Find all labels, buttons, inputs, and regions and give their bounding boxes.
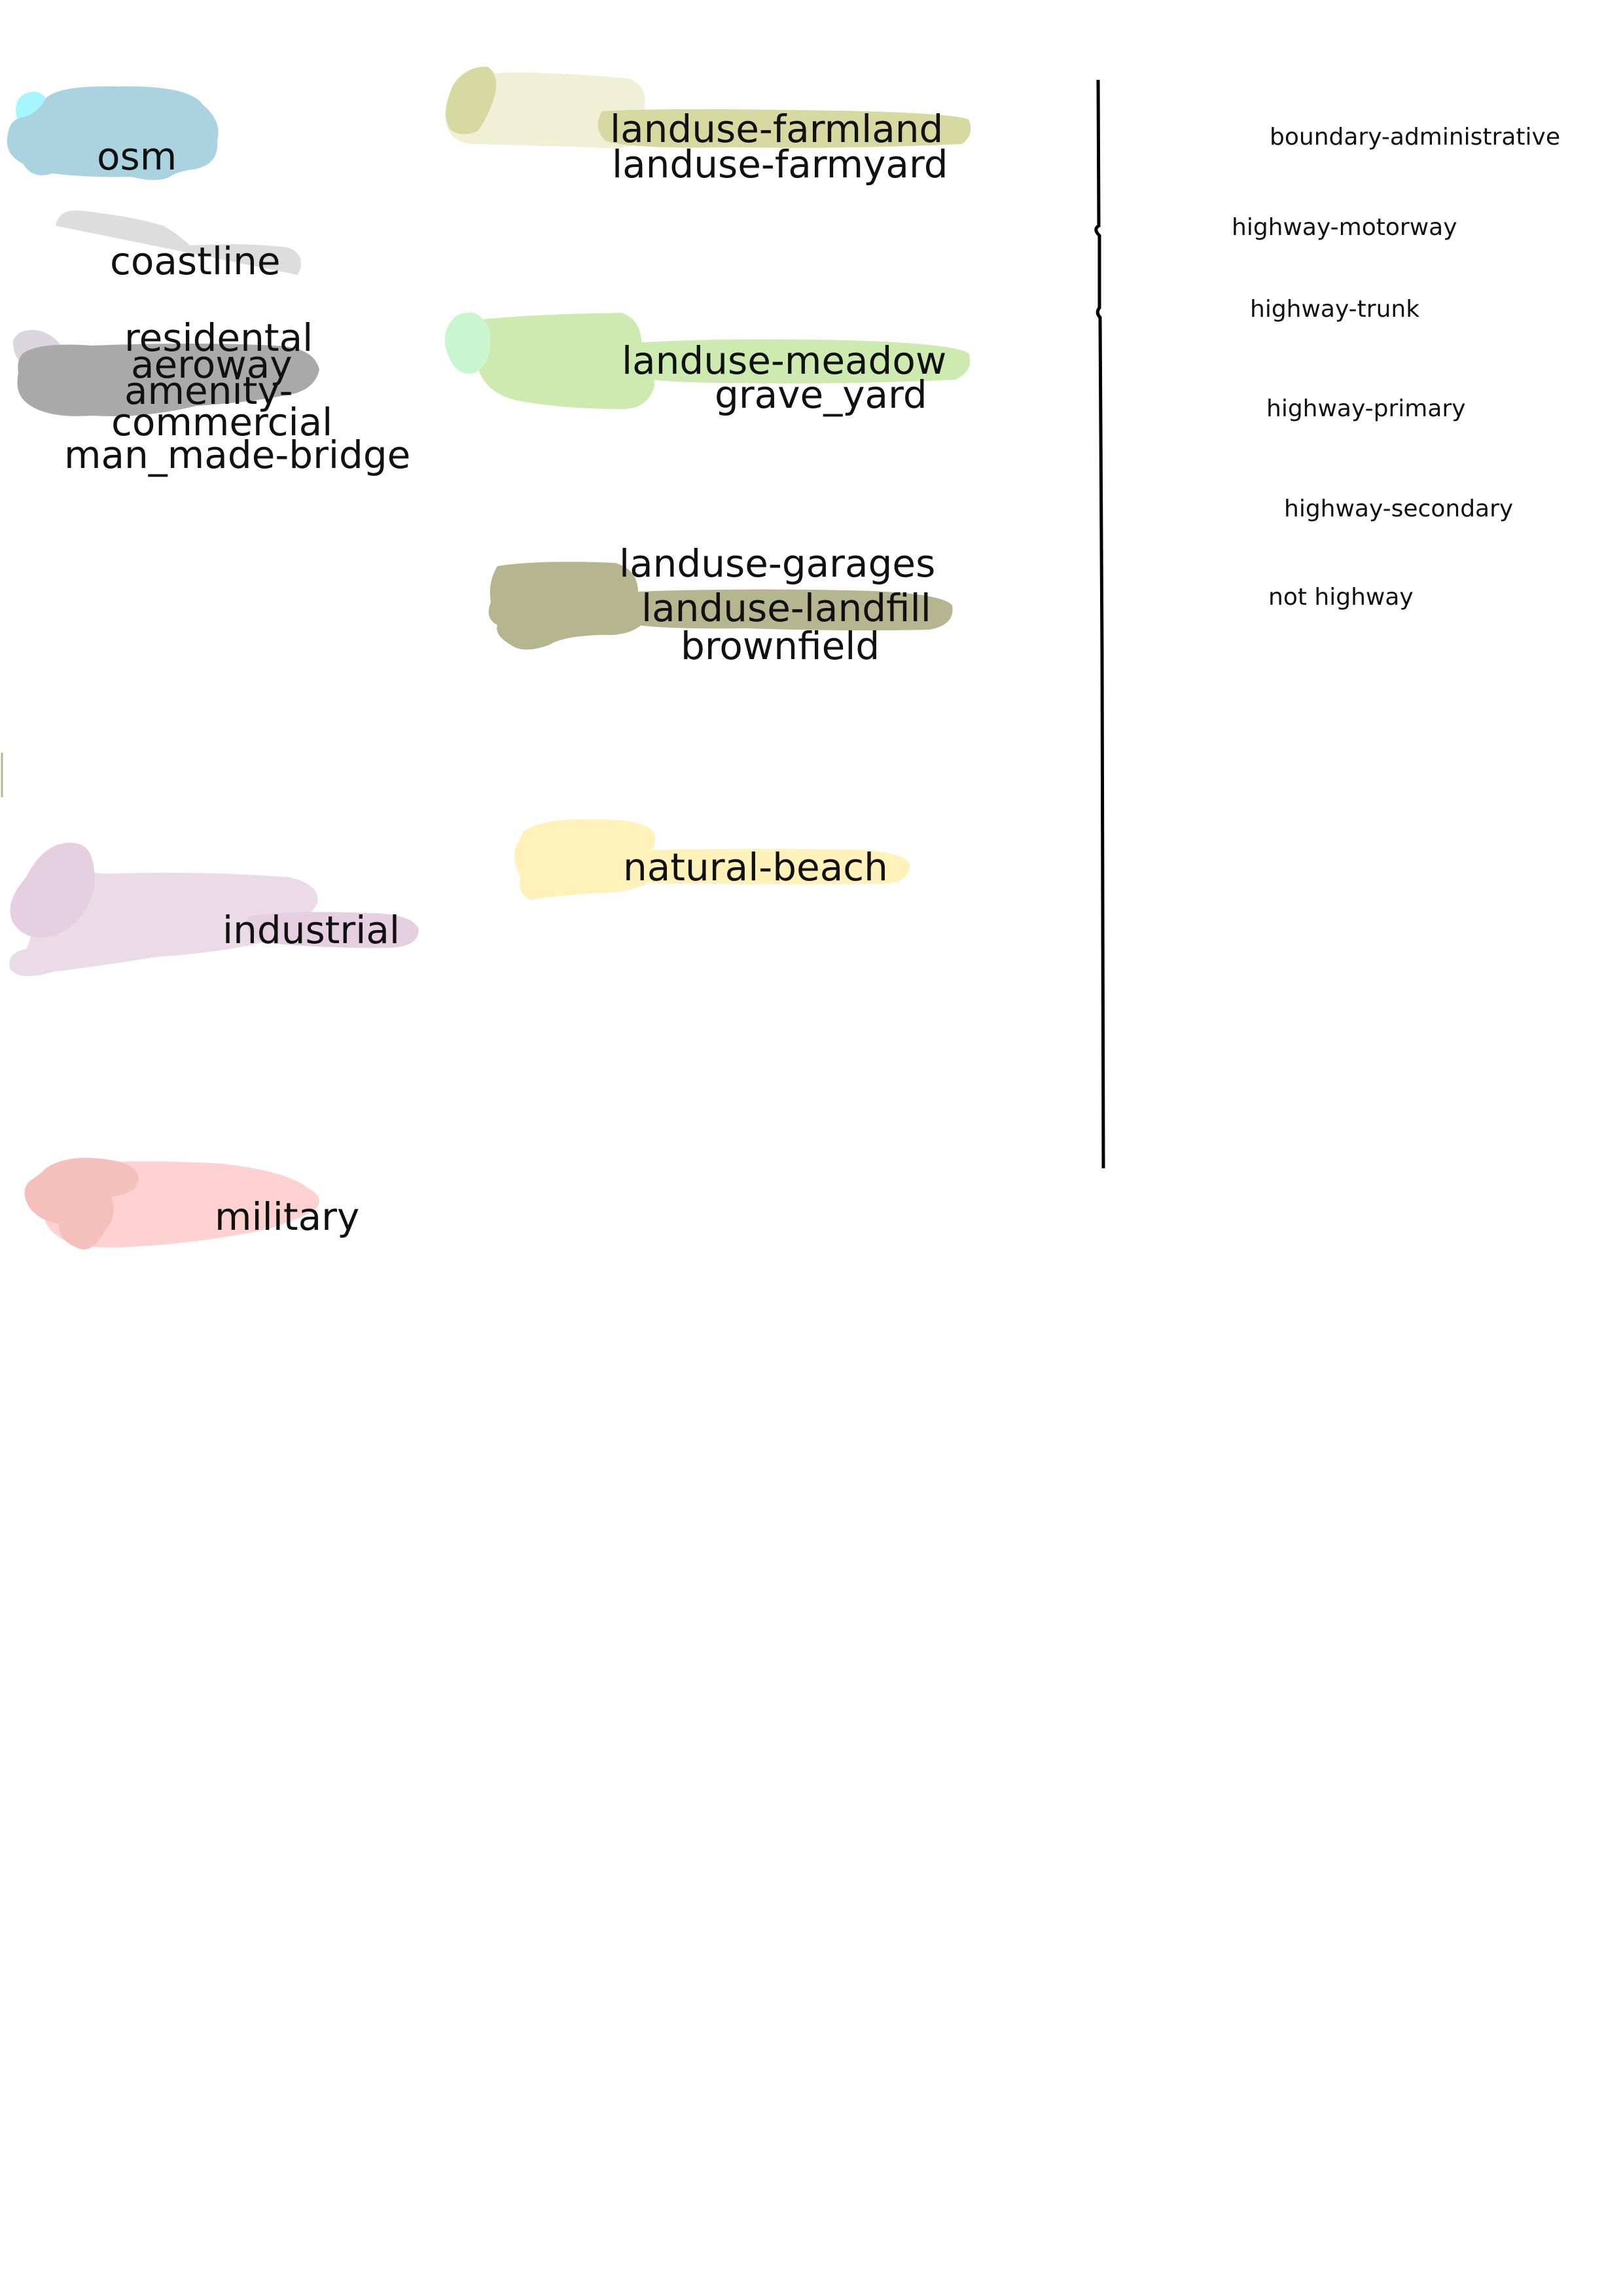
label-highway-primary: highway-primary [1266,395,1466,422]
label-landuse-farmyard: landuse-farmyard [612,142,948,187]
military-swatch [24,1158,319,1250]
label-man-made-bridge: man_made-bridge [64,433,411,477]
meadow-main-blob [471,313,654,409]
label-aeroway: aeroway [131,342,293,387]
meadow-accent-blob [444,312,491,374]
label-landuse-farmland: landuse-farmland [610,107,944,151]
farmland-swatch [445,66,971,149]
label-landuse-garages: landuse-garages [619,541,936,586]
label-highway-motorway: highway-motorway [1232,214,1457,241]
beach-swatch [514,819,910,900]
label-grave-yard: grave_yard [715,372,927,417]
industrial-swatch [9,842,419,977]
label-highway-trunk: highway-trunk [1250,296,1420,323]
farmland-tail-blob [597,109,971,148]
meadow-swatch [444,312,971,409]
label-residental: residental [124,315,313,360]
farmland-accent-blob [446,66,497,134]
osm-swatch [7,86,219,180]
beach-tail-blob [618,848,910,884]
label-brownfield: brownfield [681,624,880,668]
label-amenity: amenity- [124,368,293,413]
military-accent-blob [24,1158,139,1250]
label-boundary-administrative: boundary-administrative [1270,124,1560,151]
coastline-swatch [56,210,301,275]
label-highway-secondary: highway-secondary [1284,495,1514,522]
garages-main-blob [488,562,644,650]
label-not-highway: not highway [1268,584,1414,611]
residential-swatch [13,330,319,416]
label-landuse-meadow: landuse-meadow [622,338,947,383]
aeroway-blob [17,344,319,416]
garages-tail-blob [619,589,953,631]
label-industrial: industrial [223,908,401,952]
label-osm: osm [97,134,177,179]
label-landuse-landfill: landuse-landfill [641,586,931,630]
beach-main-blob [514,819,655,900]
highway-line [1094,79,1105,1169]
garages-swatch [488,562,953,650]
label-military: military [215,1194,360,1239]
coastline-blob [56,210,301,275]
label-commercial: commercial [111,400,333,444]
industrial-accent-blob [10,842,95,938]
label-natural-beach: natural-beach [623,845,888,889]
meadow-tail-blob [619,339,971,384]
osm-main-blob [7,86,219,180]
industrial-tail-blob [247,912,419,948]
label-coastline: coastline [110,239,281,283]
